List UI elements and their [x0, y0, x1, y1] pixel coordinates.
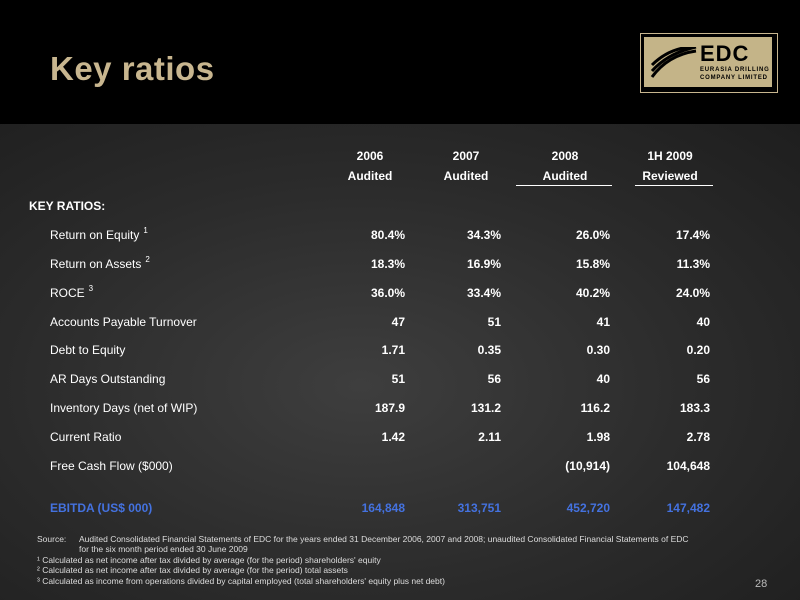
value-roe-2006: 80.4%: [370, 228, 405, 242]
row-label-debt-equity: Debt to Equity: [50, 343, 126, 357]
value-ar-1h2009: 56: [696, 372, 710, 386]
value-roe-2007: 34.3%: [466, 228, 501, 242]
value-roa-1h2009: 11.3%: [676, 257, 710, 271]
section-title: KEY RATIOS:: [29, 199, 106, 213]
value-ap-1h2009: 40: [696, 315, 710, 329]
value-roa-2007: 16.9%: [466, 257, 501, 271]
value-cr-2008: 1.98: [586, 430, 610, 444]
status-header-2007: Audited: [443, 169, 489, 183]
value-ar-2006: 51: [391, 372, 405, 386]
year-header-2006: 2006: [356, 149, 384, 163]
source-text-line-1: Audited Consolidated Financial Statement…: [79, 534, 689, 544]
value-cr-1h2009: 2.78: [686, 430, 710, 444]
status-header-1h2009: Reviewed: [642, 169, 698, 183]
source-text-line-2: for the six month period ended 30 June 2…: [79, 544, 248, 554]
row-label-roa: Return on Assets 2: [50, 255, 150, 271]
footnote-1: ¹ Calculated as net income after tax div…: [37, 555, 381, 565]
row-label-ar-days: AR Days Outstanding: [50, 372, 166, 386]
logo-line-1: EURASIA DRILLING: [700, 67, 770, 73]
value-ap-2007: 51: [487, 315, 501, 329]
ebitda-label: EBITDA (US$ 000): [50, 501, 153, 515]
status-header-2006: Audited: [347, 169, 393, 183]
value-fcf-1h2009: 104,648: [666, 459, 710, 473]
value-ap-2008: 41: [596, 315, 610, 329]
row-label-ap-turnover: Accounts Payable Turnover: [50, 315, 197, 329]
value-de-1h2009: 0.20: [686, 343, 710, 357]
source-label: Source:: [37, 534, 67, 544]
value-de-2008: 0.30: [586, 343, 610, 357]
value-roa-2006: 18.3%: [370, 257, 405, 271]
footnote-3: ³ Calculated as income from operations d…: [37, 576, 445, 586]
value-cr-2007: 2.11: [478, 430, 501, 444]
value-inv-1h2009: 183.3: [679, 401, 710, 415]
slide-header: Key ratios EDC EURASIA DRILLING COMPANY …: [0, 0, 800, 124]
page-number: 28: [755, 578, 768, 590]
row-label-fcf: Free Cash Flow ($000): [50, 459, 173, 473]
value-roce-1h2009: 24.0%: [675, 286, 710, 300]
ebitda-2008: 452,720: [566, 501, 610, 515]
value-de-2006: 1.71: [381, 343, 405, 357]
footnote-marker: 1: [143, 226, 148, 235]
year-header-2007: 2007: [452, 149, 480, 163]
year-header-1h2009: 1H 2009: [647, 149, 693, 163]
slide-body: [0, 124, 800, 600]
row-label-text: ROCE: [50, 286, 85, 300]
footnote-2: ² Calculated as net income after tax div…: [37, 565, 348, 575]
row-label-text: Return on Assets: [50, 257, 142, 271]
row-label-roe: Return on Equity 1: [50, 226, 148, 242]
ebitda-1h2009: 147,482: [666, 501, 710, 515]
year-header-2008: 2008: [551, 149, 579, 163]
page-title: Key ratios: [50, 50, 215, 87]
status-header-2008: Audited: [542, 169, 588, 183]
value-fcf-2008: (10,914): [565, 459, 610, 473]
value-roe-1h2009: 17.4%: [675, 228, 710, 242]
value-roce-2008: 40.2%: [575, 286, 610, 300]
value-roe-2008: 26.0%: [575, 228, 610, 242]
row-label-current-ratio: Current Ratio: [50, 430, 122, 444]
value-ap-2006: 47: [391, 315, 405, 329]
value-de-2007: 0.35: [477, 343, 501, 357]
value-cr-2006: 1.42: [381, 430, 405, 444]
value-ar-2007: 56: [487, 372, 501, 386]
value-ar-2008: 40: [596, 372, 610, 386]
ebitda-2007: 313,751: [457, 501, 501, 515]
logo-background: EDC EURASIA DRILLING COMPANY LIMITED: [644, 37, 772, 87]
logo-name: EDC: [700, 41, 750, 66]
row-label-text: Return on Equity: [50, 228, 140, 242]
value-inv-2006: 187.9: [374, 401, 405, 415]
header-underline-2008: [516, 185, 612, 186]
row-label-roce: ROCE 3: [50, 284, 94, 300]
value-inv-2007: 131.2: [470, 401, 501, 415]
footnote-marker: 2: [145, 255, 150, 264]
ebitda-2006: 164,848: [361, 501, 405, 515]
value-inv-2008: 116.2: [580, 401, 610, 415]
value-roce-2006: 36.0%: [370, 286, 405, 300]
row-label-inventory-days: Inventory Days (net of WIP): [50, 401, 198, 415]
logo-line-2: COMPANY LIMITED: [700, 75, 768, 81]
value-roa-2008: 15.8%: [575, 257, 610, 271]
header-underline-1h2009: [635, 185, 713, 186]
footnote-marker: 3: [88, 284, 94, 293]
value-roce-2007: 33.4%: [466, 286, 501, 300]
logo-swoosh-icon: [650, 47, 697, 78]
company-logo: EDC EURASIA DRILLING COMPANY LIMITED: [640, 33, 778, 93]
